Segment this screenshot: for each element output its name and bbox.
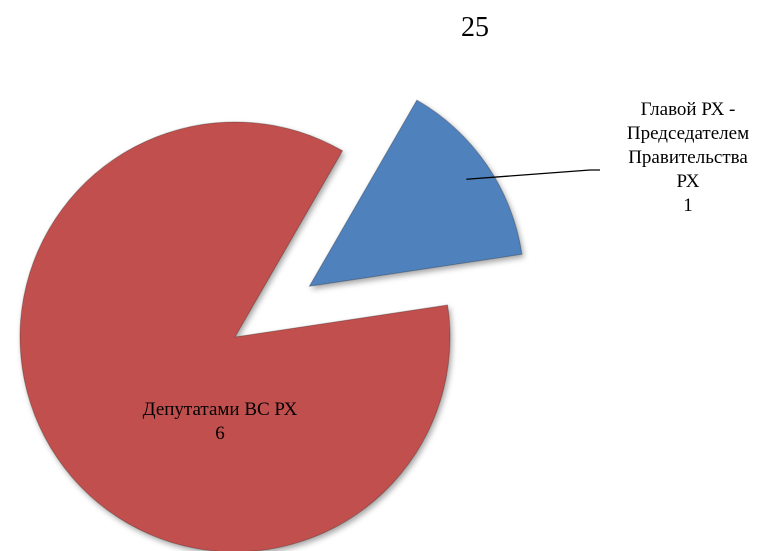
pie-slice: [19, 121, 451, 551]
slice-value: 1: [683, 195, 693, 216]
page-number: 25: [461, 12, 489, 43]
slice-label: Депутатами ВС РХ 6: [140, 398, 300, 446]
slice-value: 6: [215, 423, 225, 444]
slice-name: Депутатами ВС РХ: [142, 399, 298, 420]
slice-name: Главой РХ - Председателем Правительства …: [626, 99, 750, 192]
leader-line: [466, 169, 600, 180]
pie-slice: [308, 99, 523, 287]
slice-label: Главой РХ - Председателем Правительства …: [598, 98, 778, 218]
